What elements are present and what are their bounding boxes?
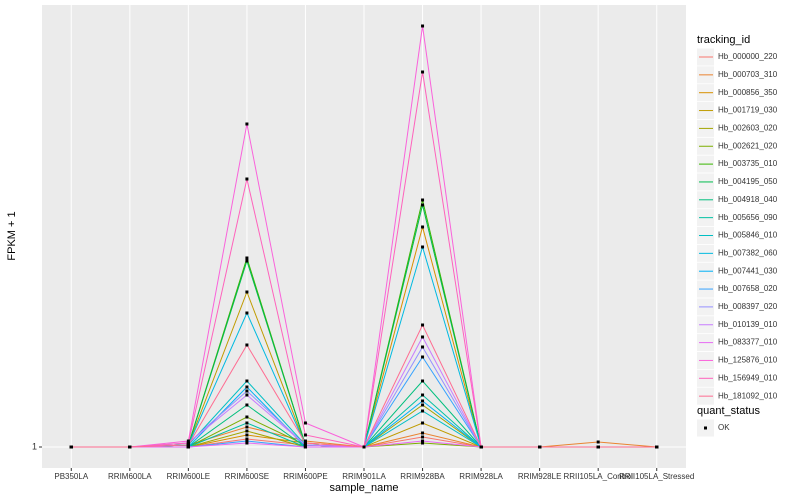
data-point bbox=[362, 445, 366, 449]
data-point bbox=[245, 415, 249, 419]
data-point bbox=[303, 443, 307, 447]
legend-label: Hb_007441_030 bbox=[718, 266, 778, 275]
data-point bbox=[245, 311, 249, 315]
data-point bbox=[245, 256, 249, 260]
legend-label: Hb_010139_010 bbox=[718, 320, 778, 329]
data-point bbox=[245, 122, 249, 126]
data-point bbox=[421, 198, 425, 202]
data-point bbox=[245, 259, 249, 263]
legend-label: Hb_003735_010 bbox=[718, 159, 778, 168]
data-point bbox=[245, 429, 249, 433]
data-point bbox=[655, 445, 659, 449]
data-point bbox=[479, 445, 483, 449]
x-tick-label: RRIM600SE bbox=[225, 472, 269, 481]
data-point bbox=[421, 203, 425, 207]
data-point bbox=[421, 393, 425, 397]
data-point bbox=[596, 445, 600, 449]
legend-label: Hb_181092_010 bbox=[718, 391, 778, 400]
data-point bbox=[245, 403, 249, 407]
legend-label: Hb_156949_010 bbox=[718, 373, 778, 382]
legend-label: Hb_000703_310 bbox=[718, 70, 778, 79]
legend-label: Hb_001719_030 bbox=[718, 106, 778, 115]
data-point bbox=[69, 445, 73, 449]
data-point bbox=[303, 441, 307, 445]
data-point bbox=[245, 439, 249, 443]
data-point bbox=[186, 441, 190, 445]
legend-label: Hb_083377_010 bbox=[718, 338, 778, 347]
legend-label: Hb_125876_010 bbox=[718, 356, 778, 365]
legend-label: Hb_002603_020 bbox=[718, 124, 778, 133]
data-point bbox=[303, 421, 307, 425]
data-point bbox=[186, 445, 190, 449]
data-point bbox=[245, 385, 249, 389]
data-point bbox=[421, 345, 425, 349]
data-point bbox=[421, 225, 425, 229]
legend-title: tracking_id bbox=[697, 34, 750, 46]
y-tick-label: 1 bbox=[32, 441, 37, 451]
legend-label: OK bbox=[718, 423, 730, 432]
x-axis-label: sample_name bbox=[329, 482, 398, 494]
data-point bbox=[421, 355, 425, 359]
data-point bbox=[186, 443, 190, 447]
legend-label: Hb_000000_220 bbox=[718, 52, 778, 61]
data-point bbox=[421, 245, 425, 249]
data-point bbox=[186, 439, 190, 443]
legend-label: Hb_004918_040 bbox=[718, 195, 778, 204]
data-point bbox=[421, 431, 425, 435]
data-point bbox=[421, 435, 425, 439]
legend-label: Hb_005846_010 bbox=[718, 231, 778, 240]
legend-label: Hb_008397_020 bbox=[718, 302, 778, 311]
data-point bbox=[128, 445, 132, 449]
data-point bbox=[421, 409, 425, 413]
point-legend-title: quant_status bbox=[697, 405, 760, 417]
data-point bbox=[245, 389, 249, 393]
legend-label: Hb_005656_090 bbox=[718, 213, 778, 222]
x-tick-label: RRIM600LE bbox=[167, 472, 211, 481]
data-point bbox=[421, 439, 425, 443]
data-point bbox=[421, 70, 425, 74]
data-point bbox=[245, 177, 249, 181]
data-point bbox=[245, 421, 249, 425]
data-point bbox=[538, 445, 542, 449]
data-point bbox=[245, 425, 249, 429]
data-point bbox=[245, 437, 249, 441]
data-point bbox=[421, 379, 425, 383]
legend-label: Hb_007382_060 bbox=[718, 248, 778, 257]
data-point bbox=[421, 399, 425, 403]
x-tick-label: RRII105LA_Control bbox=[563, 472, 633, 481]
x-tick-label: RRIM600PE bbox=[283, 472, 327, 481]
data-point bbox=[303, 439, 307, 443]
data-point bbox=[303, 445, 307, 449]
data-point bbox=[596, 440, 600, 444]
x-tick-label: RRIM901LA bbox=[342, 472, 386, 481]
data-point bbox=[421, 323, 425, 327]
data-point bbox=[421, 24, 425, 28]
data-point bbox=[421, 421, 425, 425]
x-tick-label: RRIM928LA bbox=[459, 472, 503, 481]
legend-label: Hb_004195_050 bbox=[718, 177, 778, 186]
data-point bbox=[245, 290, 249, 294]
x-tick-label: RRIM928BA bbox=[400, 472, 445, 481]
data-point bbox=[245, 343, 249, 347]
data-point bbox=[421, 441, 425, 445]
data-point bbox=[245, 393, 249, 397]
x-tick-label: RRIM928LE bbox=[518, 472, 562, 481]
data-point bbox=[421, 403, 425, 407]
x-tick-label: PB350LA bbox=[54, 472, 88, 481]
legend-label: Hb_002621_020 bbox=[718, 141, 778, 150]
data-point bbox=[245, 441, 249, 445]
data-point bbox=[245, 433, 249, 437]
legend-label: Hb_000856_350 bbox=[718, 88, 778, 97]
data-point bbox=[245, 379, 249, 383]
legend-label: Hb_007658_020 bbox=[718, 284, 778, 293]
y-axis-label: FPKM + 1 bbox=[6, 211, 18, 260]
data-point bbox=[421, 335, 425, 339]
x-tick-label: RRIM600LA bbox=[108, 472, 152, 481]
x-tick-label: RRII105LA_Stressed bbox=[619, 472, 694, 481]
legend-point bbox=[704, 426, 707, 430]
data-point bbox=[303, 433, 307, 437]
